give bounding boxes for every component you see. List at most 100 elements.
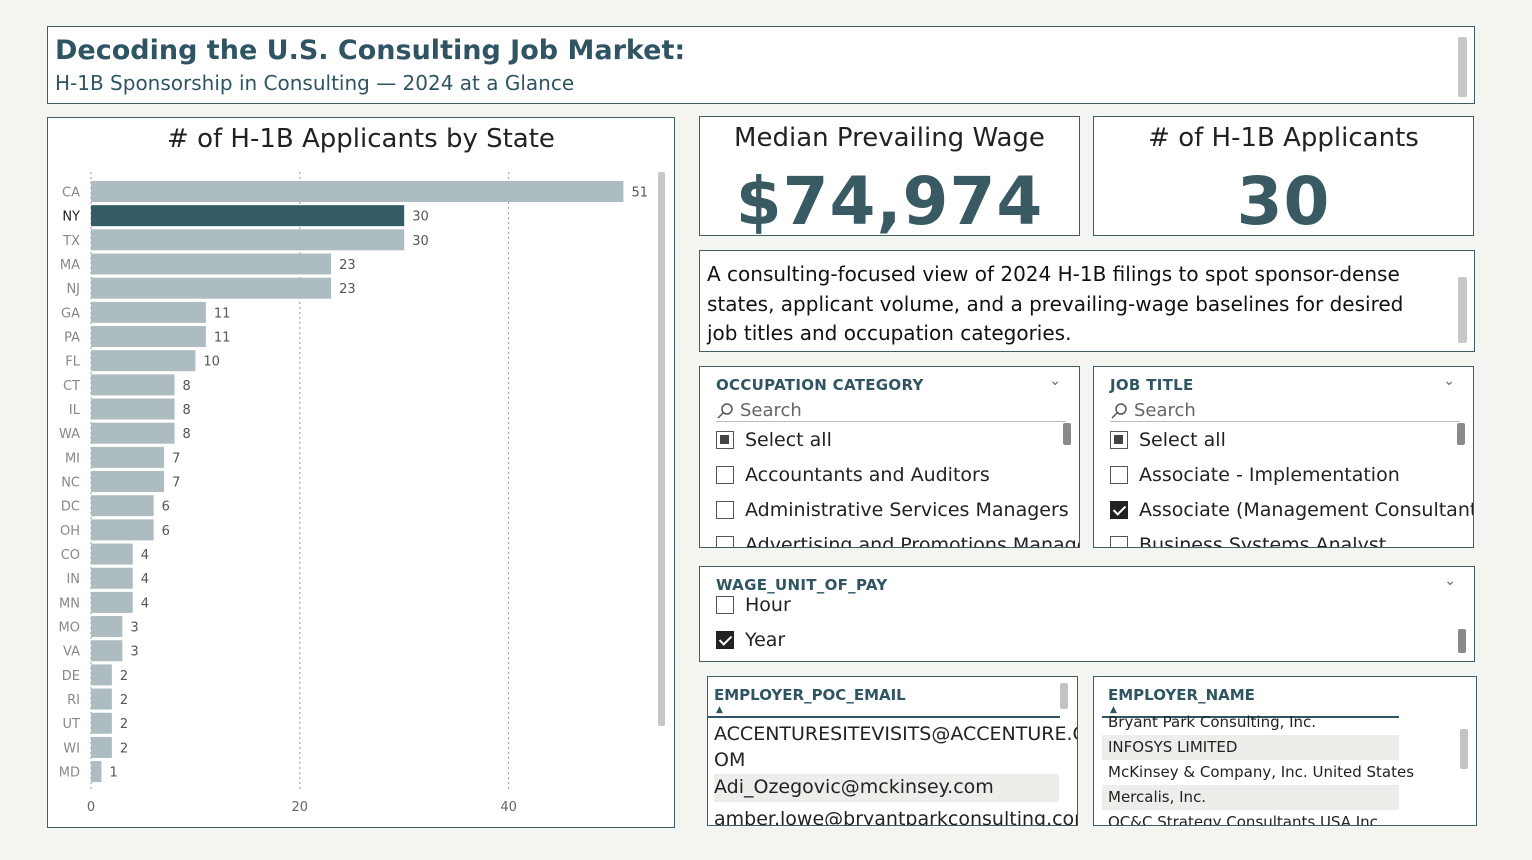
y-category-label: OH [60,524,80,539]
bar[interactable] [91,326,206,348]
bar[interactable] [91,422,175,444]
table-row[interactable]: ACCENTURESITEVISITS@ACCENTURE.C OM [714,723,1078,771]
checkbox[interactable] [716,466,734,484]
bar[interactable] [91,761,102,783]
bar[interactable] [91,567,133,589]
occupation-search[interactable]: Search [716,400,1066,422]
wage-unit-scrollbar[interactable] [1458,629,1466,653]
y-category-label: UT [63,717,81,732]
applicants-count-card: # of H-1B Applicants 30 [1093,116,1474,240]
sort-ascending-icon[interactable]: ▲ [1110,705,1117,715]
bar[interactable] [91,471,165,493]
slicer-option[interactable]: Select all [716,425,832,455]
y-category-label: PA [64,331,80,346]
header-scrollbar[interactable] [1458,37,1467,97]
report-subtitle: H-1B Sponsorship in Consulting — 2024 at… [55,71,575,95]
checkbox[interactable] [1110,431,1128,449]
slicer-option[interactable]: Year [716,625,785,655]
slicer-option-label: Select all [1139,429,1226,451]
email-column-header[interactable]: EMPLOYER_POC_EMAIL [714,686,906,704]
chevron-down-icon[interactable]: ⌄ [1444,573,1456,589]
bar[interactable] [91,736,112,758]
bar[interactable] [91,277,332,299]
data-label: 7 [172,451,180,466]
header-divider [708,716,1060,718]
data-label: 2 [120,669,128,684]
checkbox[interactable] [1110,466,1128,484]
job-title-slicer-header: JOB TITLE [1110,376,1194,394]
employer-table-scrollbar[interactable] [1460,729,1468,769]
slicer-option-label: Year [745,629,786,651]
table-row[interactable]: amber.lowe@bryantparkconsulting.com [714,808,1078,826]
checkbox[interactable] [1110,501,1128,519]
wage-unit-slicer: WAGE_UNIT_OF_PAY ⌄ Hour Year [699,566,1475,662]
bar[interactable] [91,591,133,613]
y-category-label: TX [62,234,80,249]
data-label: 23 [339,258,356,273]
slicer-option[interactable]: Business Systems Analyst [1110,530,1386,547]
y-category-label: MN [59,596,80,611]
data-label: 23 [339,282,356,297]
bar[interactable] [91,519,154,541]
median-wage-card: Median Prevailing Wage $74,974 [699,116,1080,240]
chart-scrollbar[interactable] [658,172,665,726]
employer-column-header[interactable]: EMPLOYER_NAME [1108,686,1255,704]
bar[interactable] [91,446,165,468]
bar[interactable] [91,374,175,396]
checkbox[interactable] [716,501,734,519]
job-title-search[interactable]: Search [1110,400,1460,422]
slicer-option[interactable]: Accountants and Auditors [716,460,990,490]
x-tick-label: 0 [87,800,95,815]
bar[interactable] [91,229,405,251]
table-row[interactable]: McKinsey & Company, Inc. United States [1108,763,1415,781]
bar[interactable] [91,616,123,638]
table-row[interactable]: OC&C Strategy Consultants USA Inc. [1108,813,1383,826]
slicer-option[interactable]: Associate - Implementation [1110,460,1400,490]
table-row[interactable]: Bryant Park Consulting, Inc. [1108,713,1317,731]
slicer-option-label: Select all [745,429,832,451]
bar[interactable] [91,181,624,202]
occupation-scrollbar[interactable] [1063,423,1071,445]
bar[interactable] [91,640,123,662]
bar[interactable] [91,301,206,323]
bar[interactable] [91,398,175,420]
checkbox[interactable] [1110,536,1128,547]
slicer-option[interactable]: Administrative Services Managers [716,495,1069,525]
table-row[interactable]: Adi_Ozegovic@mckinsey.com [714,774,1059,802]
applicants-count-value: 30 [1236,163,1331,240]
slicer-option[interactable]: Hour [716,590,791,620]
bar[interactable] [91,495,154,517]
job-title-scrollbar[interactable] [1457,423,1465,445]
chevron-down-icon[interactable]: ⌄ [1049,373,1061,389]
table-row[interactable]: INFOSYS LIMITED [1102,735,1399,760]
bar[interactable] [91,350,196,372]
table-row[interactable]: Mercalis, Inc. [1102,785,1399,810]
y-category-label: MI [65,451,80,466]
median-wage-value: $74,974 [735,163,1044,240]
checkbox[interactable] [716,431,734,449]
bar[interactable] [91,688,112,710]
data-label: 30 [412,210,429,225]
data-label: 51 [631,186,648,201]
checkbox[interactable] [716,596,734,614]
slicer-option-label: Advertising and Promotions Managers [745,534,1080,548]
slicer-option[interactable]: Associate (Management Consultant) [1110,495,1473,525]
checkbox[interactable] [716,631,734,649]
bar[interactable] [91,543,133,565]
job-title-search-placeholder: Search [1134,400,1196,421]
slicer-option[interactable]: Advertising and Promotions Managers [716,530,1080,548]
bar[interactable] [91,205,405,227]
slicer-option[interactable]: Select all [1110,425,1226,455]
y-category-label: NY [62,210,80,225]
bar[interactable] [91,253,332,275]
y-category-label: RI [67,693,80,708]
chevron-down-icon[interactable]: ⌄ [1443,373,1455,389]
bar[interactable] [91,712,112,734]
bar[interactable] [91,664,112,686]
y-category-label: CO [61,548,80,563]
checkbox[interactable] [716,536,734,547]
sort-ascending-icon[interactable]: ▲ [716,705,723,715]
data-label: 6 [162,500,170,515]
email-table-scrollbar[interactable] [1060,683,1068,709]
description-scrollbar[interactable] [1458,277,1467,343]
